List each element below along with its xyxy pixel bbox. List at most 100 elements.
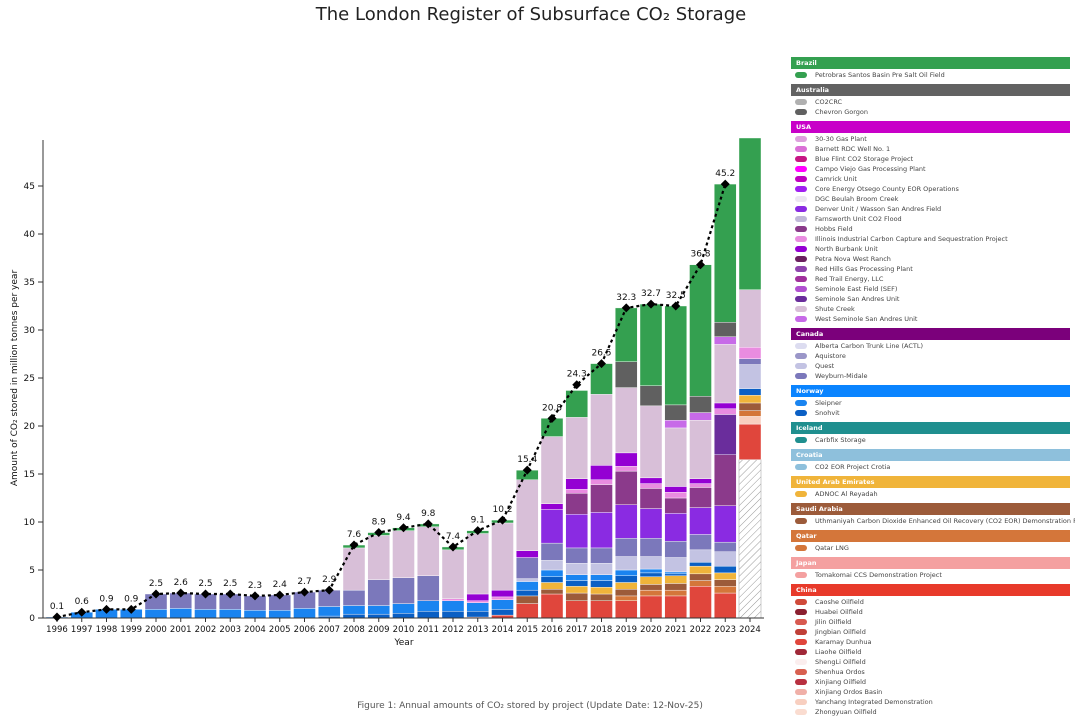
legend-swatch xyxy=(795,545,807,551)
bar-segment xyxy=(540,503,564,510)
legend-item[interactable]: Snohvit xyxy=(791,408,1070,418)
legend-swatch xyxy=(795,491,807,497)
legend-item[interactable]: Yanchang Integrated Demonstration xyxy=(791,697,1070,707)
bar-segment xyxy=(144,609,168,619)
bar-segment xyxy=(318,606,341,617)
legend-item[interactable]: Shenhua Ordos xyxy=(791,667,1070,677)
legend-item[interactable]: Petrobras Santos Basin Pre Salt Oil Fiel… xyxy=(791,70,1070,80)
legend-item[interactable]: Huabei Oilfield xyxy=(791,607,1070,617)
bar-segment xyxy=(342,589,366,606)
total-label: 2.5 xyxy=(223,579,237,589)
legend-swatch xyxy=(795,296,807,302)
bar-segment xyxy=(615,452,638,467)
legend-swatch xyxy=(795,679,807,685)
legend-item[interactable]: Barnett RDC Well No. 1 xyxy=(791,144,1070,154)
bar-segment xyxy=(738,388,762,396)
legend-swatch xyxy=(795,639,807,645)
legend-item[interactable]: Caoshe Oilfield xyxy=(791,597,1070,607)
legend-item[interactable]: North Burbank Unit xyxy=(791,244,1070,254)
legend-item[interactable]: West Seminole San Andres Unit xyxy=(791,314,1070,324)
total-marker xyxy=(498,515,507,525)
legend-group-header: Australia xyxy=(791,84,1070,96)
legend-item[interactable]: Carbfix Storage xyxy=(791,435,1070,445)
legend-swatch xyxy=(795,316,807,322)
x-tick-label: 2015 xyxy=(516,625,538,635)
legend-item[interactable]: Seminole East Field (SEF) xyxy=(791,284,1070,294)
bar-segment xyxy=(689,565,712,575)
bar-segment xyxy=(367,535,390,580)
bar-segment xyxy=(639,303,663,386)
bar-segment xyxy=(615,470,638,505)
legend-item[interactable]: ShengLi Oilfield xyxy=(791,657,1070,667)
x-tick-label: 2011 xyxy=(417,625,439,635)
bar-segment xyxy=(516,479,539,552)
legend-item[interactable]: Quest xyxy=(791,361,1070,371)
legend-item[interactable]: Jingbian Oilfield xyxy=(791,627,1070,637)
legend-group-items: Uthmaniyah Carbon Dioxide Enhanced Oil R… xyxy=(791,515,1075,527)
legend-item[interactable]: Blue Flint CO2 Storage Project xyxy=(791,154,1070,164)
legend-item[interactable]: Campo Viejo Gas Processing Plant xyxy=(791,164,1070,174)
legend-item[interactable]: Jilin Oilfield xyxy=(791,617,1070,627)
bar-segment xyxy=(367,613,390,619)
legend-item[interactable]: Alberta Carbon Trunk Line (ACTL) xyxy=(791,341,1070,351)
bar-segment xyxy=(565,586,588,594)
total-label: 32.5 xyxy=(666,291,686,301)
legend-item[interactable]: Petra Nova West Ranch xyxy=(791,254,1070,264)
bar-segment xyxy=(639,488,663,509)
legend-item[interactable]: Farnsworth Unit CO2 Flood xyxy=(791,214,1070,224)
total-marker xyxy=(176,588,186,598)
legend-label: Seminole East Field (SEF) xyxy=(815,285,898,293)
legend-group-header: USA xyxy=(791,121,1070,133)
legend-group-items: 30-30 Gas Plant Barnett RDC Well No. 1 Blu… xyxy=(791,133,1070,325)
legend-item[interactable]: Xinjiang Oilfield xyxy=(791,677,1070,687)
bar-segment xyxy=(714,408,737,415)
legend-item[interactable]: Red Hills Gas Processing Plant xyxy=(791,264,1070,274)
legend-item[interactable]: Uthmaniyah Carbon Dioxide Enhanced Oil R… xyxy=(791,516,1075,526)
legend-swatch xyxy=(795,196,807,202)
bar-segment xyxy=(689,396,712,413)
legend-swatch xyxy=(795,689,807,695)
bar-segment xyxy=(714,579,737,587)
legend-item[interactable]: Sleipner xyxy=(791,398,1070,408)
legend-item[interactable]: CO2 EOR Project Crotia xyxy=(791,462,1070,472)
bar-segment xyxy=(367,605,390,615)
legend-item[interactable]: Weyburn-Midale xyxy=(791,371,1070,381)
legend-item[interactable]: ADNOC Al Reyadah xyxy=(791,489,1070,499)
bar-segment xyxy=(639,508,663,539)
bar-segment xyxy=(565,478,588,490)
legend-item[interactable]: Hobbs Field xyxy=(791,224,1070,234)
legend-group-header: Norway xyxy=(791,385,1070,397)
legend-item[interactable]: Qatar LNG xyxy=(791,543,1070,553)
bar-segment xyxy=(615,307,638,362)
legend-item[interactable]: 30-30 Gas Plant xyxy=(791,134,1070,144)
legend-item[interactable]: Liaohe Oilfield xyxy=(791,647,1070,657)
total-marker xyxy=(77,607,87,617)
total-marker xyxy=(324,585,334,595)
bar-segment xyxy=(664,571,687,575)
legend-item[interactable]: Camrick Unit xyxy=(791,174,1070,184)
total-marker xyxy=(423,519,433,529)
legend-item[interactable]: Shute Creek xyxy=(791,304,1070,314)
legend-item[interactable]: Zhongyuan Oilfield xyxy=(791,707,1070,717)
legend-item[interactable]: Chevron Gorgon xyxy=(791,107,1070,117)
bar-segment xyxy=(516,557,539,579)
legend-item[interactable]: Core Energy Otsego County EOR Operations xyxy=(791,184,1070,194)
bar-segment xyxy=(342,605,366,615)
legend-item[interactable]: Xinjiang Ordos Basin xyxy=(791,687,1070,697)
legend-item[interactable]: Seminole San Andres Unit xyxy=(791,294,1070,304)
legend-item[interactable]: Denver Unit / Wasson San Andres Field xyxy=(791,204,1070,214)
bar-segment xyxy=(441,600,465,612)
legend-item[interactable]: Karamay Dunhua xyxy=(791,637,1070,647)
bar-segment xyxy=(516,595,539,604)
legend-item[interactable]: Illinois Industrial Carbon Capture and S… xyxy=(791,234,1070,244)
legend-group-header: China xyxy=(791,584,1070,596)
total-marker xyxy=(572,380,582,390)
legend-label: ADNOC Al Reyadah xyxy=(815,490,878,498)
legend-item[interactable]: Tomakomai CCS Demonstration Project xyxy=(791,570,1070,580)
legend-item[interactable]: Aquistore xyxy=(791,351,1070,361)
legend-item[interactable]: CO2CRC xyxy=(791,97,1070,107)
y-tick-label: 0 xyxy=(29,614,35,624)
legend-item[interactable]: DGC Beulah Broom Creek xyxy=(791,194,1070,204)
legend-item[interactable]: Red Trail Energy, LLC xyxy=(791,274,1070,284)
